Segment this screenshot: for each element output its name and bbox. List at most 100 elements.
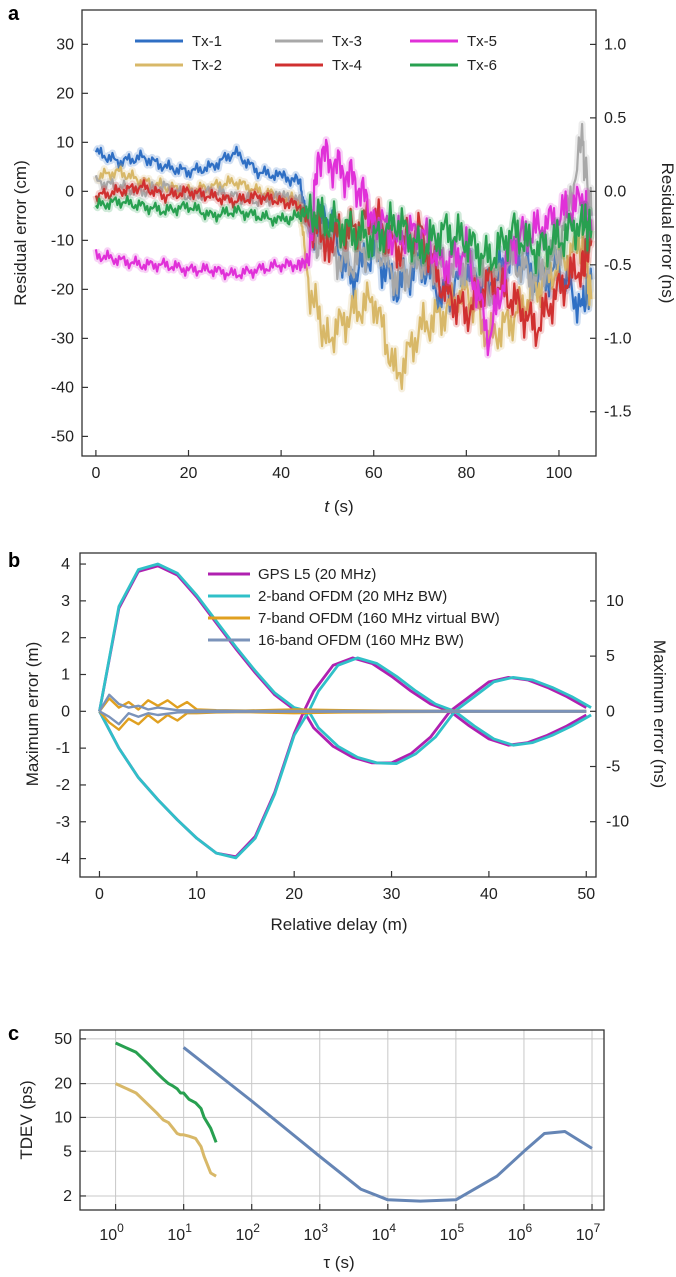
x-tick-label: 100 [99, 1221, 124, 1244]
panel-b-y-label: Maximum error (m) [23, 642, 42, 787]
panel-c-series-group [114, 1041, 593, 1203]
y-right-tick-label: -1.0 [604, 330, 632, 347]
x-tick-label: 80 [457, 465, 475, 482]
panel-a-series-group [92, 120, 595, 393]
legend-label-3: 16-band OFDM (160 MHz BW) [258, 632, 464, 649]
y-tick-label: -10 [51, 232, 74, 249]
y-right-tick-label: -1.5 [604, 404, 632, 421]
legend-label-Tx-4: Tx-4 [332, 57, 362, 74]
y-tick-label: -40 [51, 379, 74, 396]
x-tick-label: 107 [576, 1221, 601, 1244]
panel-b-series-group [98, 562, 592, 860]
panel-a-x-label-var: t [324, 497, 330, 516]
y-tick-label: 10 [54, 1109, 72, 1126]
x-tick-label: 50 [577, 886, 595, 903]
x-tick-label: 40 [272, 465, 290, 482]
x-tick-label: 0 [95, 886, 104, 903]
y-tick-label: 5 [63, 1143, 72, 1160]
panel-b-x-label: Relative delay (m) [271, 915, 408, 934]
legend-label-Tx-1: Tx-1 [192, 33, 222, 50]
y-right-tick-label: 1.0 [604, 36, 626, 53]
tdev-series-2 [182, 1046, 593, 1203]
x-tick-label: 30 [383, 886, 401, 903]
legend-label-Tx-3: Tx-3 [332, 33, 362, 50]
panel-b-y-label-right: Maximum error (ns) [650, 640, 669, 788]
panel-c-y-label: TDEV (ps) [17, 1080, 36, 1159]
legend-label-2: 7-band OFDM (160 MHz virtual BW) [258, 610, 500, 627]
panel-a-ticks: 0 20 40 60 80 1003020100-10-20-30-40-501.00.5… [51, 36, 632, 482]
y-right-tick-label: 5 [606, 648, 615, 665]
y-right-tick-label: -0.5 [604, 257, 632, 274]
y-tick-label: 2 [63, 1188, 72, 1205]
series-lower-GPS L5 (20 MHz) [98, 709, 587, 859]
x-tick-label: 0 [91, 465, 100, 482]
y-right-tick-label: 0.5 [604, 110, 626, 127]
series-line-Tx-3 [94, 122, 593, 307]
panel-a-residual-error: a 0 20 40 60 80 1003020100-10-20-30-40-501.00… [8, 3, 676, 516]
x-tick-label: 10 [188, 886, 206, 903]
legend-label-Tx-6: Tx-6 [467, 57, 497, 74]
legend-label-1: 2-band OFDM (20 MHz BW) [258, 588, 447, 605]
y-right-tick-label: 0.0 [604, 183, 626, 200]
x-tick-label: 100 [546, 465, 573, 482]
legend-label-Tx-5: Tx-5 [467, 33, 497, 50]
y-tick-label: -50 [51, 428, 74, 445]
tdev-series-0 [114, 1041, 218, 1143]
legend-label-Tx-2: Tx-2 [192, 57, 222, 74]
y-tick-label: -3 [56, 814, 70, 831]
y-tick-label: -20 [51, 281, 74, 298]
x-tick-label: 103 [304, 1221, 329, 1244]
y-right-tick-label: 10 [606, 593, 624, 610]
y-tick-label: 20 [54, 1076, 72, 1093]
panel-a-y-label: Residual error (cm) [11, 160, 30, 305]
x-tick-label: 102 [235, 1221, 260, 1244]
x-tick-label: 20 [285, 886, 303, 903]
panel-a-y-label-right: Residual error (ns) [658, 163, 676, 304]
panel-c-grid [80, 1030, 604, 1210]
panel-a-x-label: t (s) [324, 497, 353, 516]
series-line-Tx-5 [94, 138, 593, 357]
tdev-series-1 [114, 1082, 217, 1178]
x-tick-label: 60 [365, 465, 383, 482]
series-lower-2-band OFDM (20 MHz BW) [98, 709, 592, 860]
y-tick-label: -4 [56, 851, 70, 868]
y-tick-label: -1 [56, 740, 70, 757]
panel-a-letter: a [8, 3, 20, 25]
series-line-Tx-6 [94, 193, 593, 276]
y-tick-label: 0 [61, 703, 70, 720]
y-tick-label: 20 [56, 85, 74, 102]
y-tick-label: 2 [61, 630, 70, 647]
series-upper-2-band OFDM (20 MHz BW) [98, 562, 592, 713]
x-tick-label: 106 [508, 1221, 533, 1244]
y-tick-label: 30 [56, 36, 74, 53]
panel-b-legend: GPS L5 (20 MHz) 2-band OFDM (20 MHz BW) 7-… [208, 566, 500, 649]
y-tick-label: 50 [54, 1031, 72, 1048]
x-tick-label: 101 [167, 1221, 192, 1244]
panel-a-legend: Tx-1 Tx-2 Tx-3 Tx-4 Tx-5 Tx-6 [135, 33, 497, 74]
y-tick-label: 10 [56, 134, 74, 151]
panel-c-x-label: τ (s) [323, 1253, 354, 1272]
y-tick-label: 3 [61, 593, 70, 610]
y-right-tick-label: -10 [606, 814, 629, 831]
x-tick-label: 105 [440, 1221, 465, 1244]
y-right-tick-label: -5 [606, 759, 620, 776]
panel-a-frame [81, 9, 597, 457]
panel-b-letter: b [8, 550, 20, 572]
series-lower-16-band OFDM (160 MHz BW) [98, 710, 587, 726]
panel-b-frame [79, 552, 597, 878]
y-tick-label: 0 [65, 183, 74, 200]
panel-a-x-label-unit: (s) [329, 497, 354, 516]
y-tick-label: -30 [51, 330, 74, 347]
panel-c-letter: c [8, 1023, 19, 1045]
x-tick-label: 40 [480, 886, 498, 903]
x-tick-label: 20 [180, 465, 198, 482]
series-line-Tx-4 [94, 179, 593, 347]
y-tick-label: -2 [56, 777, 70, 794]
y-tick-label: 4 [61, 556, 70, 573]
panel-c-frame [79, 1029, 605, 1211]
y-tick-label: 1 [61, 667, 70, 684]
